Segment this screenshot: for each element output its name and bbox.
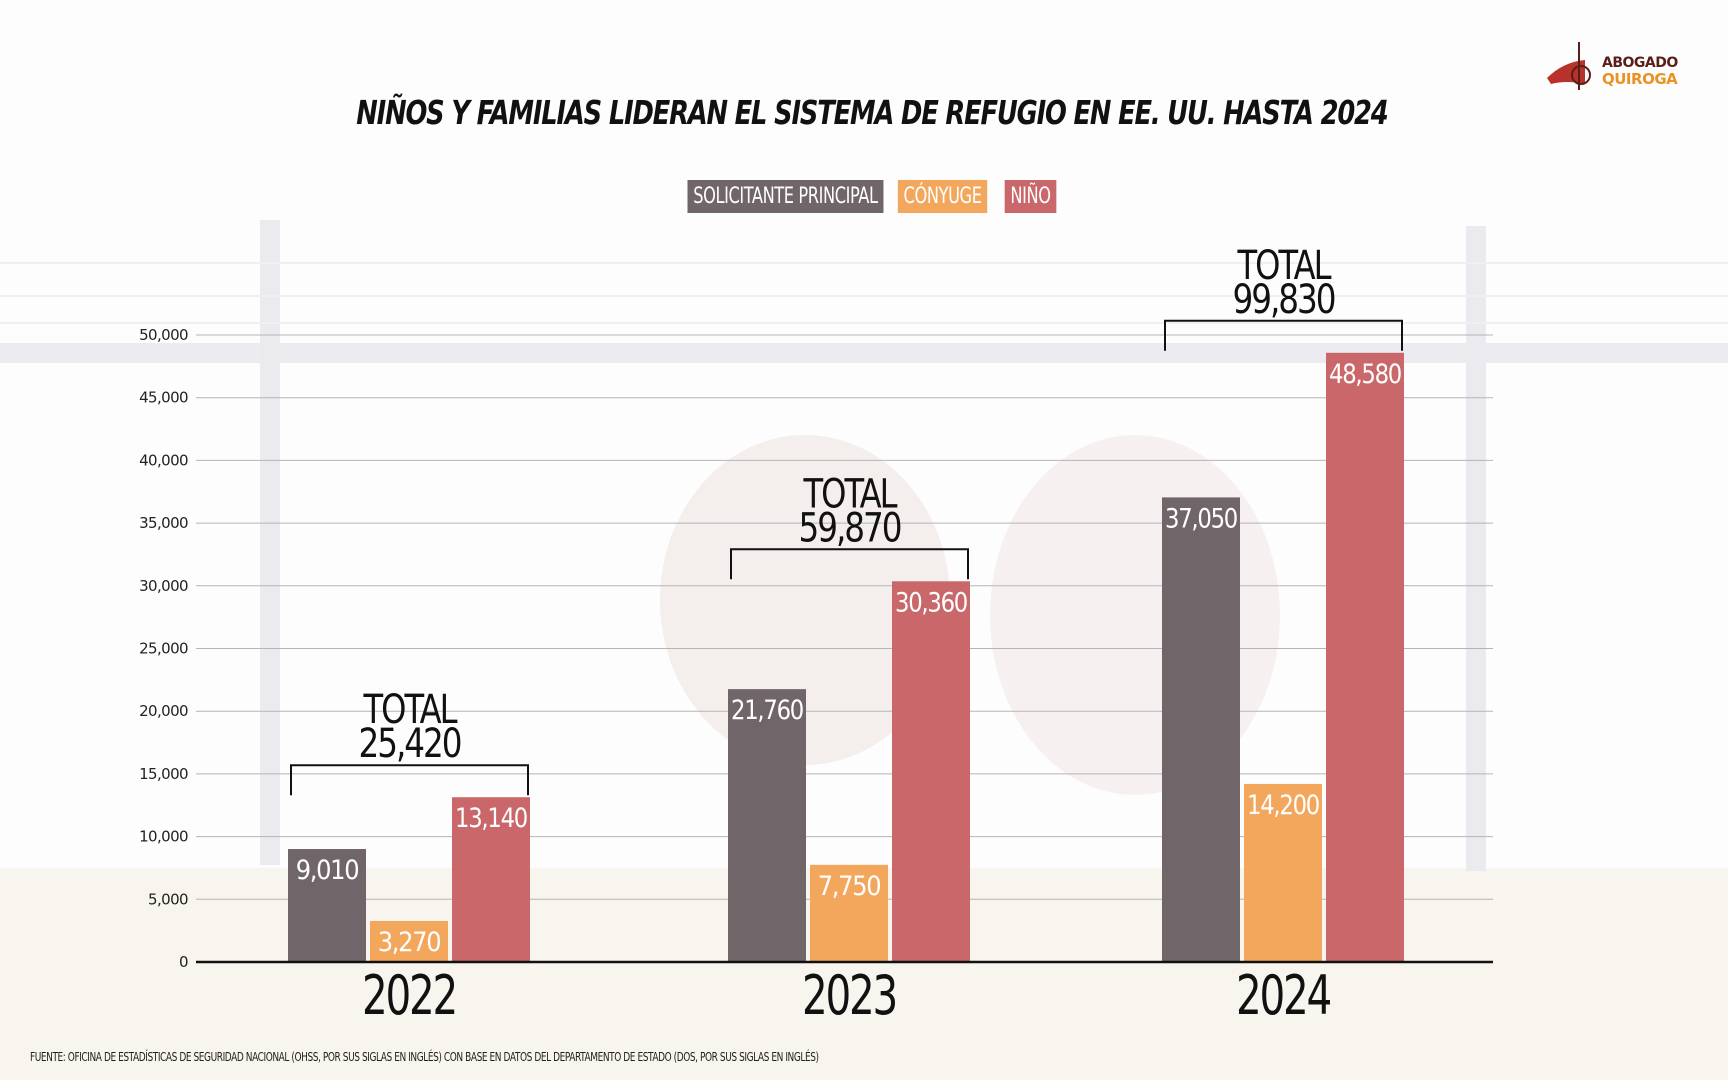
bar-data-label: 30,360 xyxy=(895,587,967,618)
y-tick-label: 5,000 xyxy=(148,890,188,908)
bar-data-label: 3,270 xyxy=(378,927,441,958)
background-barbed-wire xyxy=(0,262,1728,264)
bar-nino-2024 xyxy=(1326,352,1404,963)
bar-conyuge-2022 xyxy=(370,920,448,962)
total-bracket xyxy=(730,548,969,580)
bar-solicitante-2023 xyxy=(728,689,806,962)
total-label: TOTAL xyxy=(803,471,898,517)
bar-data-label: 13,140 xyxy=(455,803,527,834)
total-label: TOTAL xyxy=(363,687,458,733)
background-fence-post-left xyxy=(260,220,280,865)
bar-solicitante-2024 xyxy=(1162,497,1240,962)
y-tick-label: 45,000 xyxy=(139,389,188,407)
y-tick-label: 35,000 xyxy=(139,514,188,532)
legend-item-solicitante: SOLICITANTE PRINCIPAL xyxy=(687,180,883,213)
bar-data-label: 9,010 xyxy=(296,855,359,886)
x-category-label: 2024 xyxy=(1236,964,1330,1027)
bar-nino-2022 xyxy=(452,797,530,962)
x-axis-labels: 2022 2023 2024 xyxy=(362,964,1333,1027)
chart-title: NIÑOS Y FAMILIAS LIDERAN EL SISTEMA DE R… xyxy=(356,93,1388,132)
brand-logo: ABOGADO QUIROGA xyxy=(1545,40,1705,100)
logo-mark-icon xyxy=(1547,42,1591,90)
y-tick-label: 15,000 xyxy=(139,765,188,783)
y-tick-label: 30,000 xyxy=(139,577,188,595)
bar-solicitante-2022 xyxy=(288,849,366,962)
bar-nino-2023 xyxy=(892,581,970,962)
legend-item-nino: NIÑO xyxy=(1005,180,1057,213)
x-category-label: 2022 xyxy=(362,964,456,1027)
total-bracket xyxy=(1164,319,1403,351)
chart-legend: SOLICITANTE PRINCIPAL CÓNYUGE NIÑO xyxy=(0,180,1728,213)
y-tick-label: 10,000 xyxy=(139,828,188,846)
bar-data-label: 14,200 xyxy=(1247,790,1319,821)
y-tick-label: 40,000 xyxy=(139,451,188,469)
total-value: 99,830 xyxy=(1233,277,1335,323)
bar-conyuge-2023 xyxy=(810,864,888,962)
y-axis-ticks: 0 5,000 10,000 15,000 20,000 25,000 30,000 35,0… xyxy=(139,326,189,971)
total-label: TOTAL xyxy=(1237,243,1332,289)
y-tick-label: 0 xyxy=(179,953,188,971)
logo-text-line1: ABOGADO xyxy=(1602,55,1678,71)
bar-conyuge-2024 xyxy=(1244,783,1322,962)
logo-text-line2: QUIROGA xyxy=(1602,70,1678,88)
bar-data-label: 37,050 xyxy=(1165,503,1237,534)
source-note: FUENTE: OFICINA DE ESTADÍSTICAS DE SEGUR… xyxy=(30,1049,819,1064)
y-tick-label: 25,000 xyxy=(139,640,188,658)
total-value: 25,420 xyxy=(359,721,461,767)
background-barbed-wire xyxy=(0,295,1728,297)
background-fence-post-right xyxy=(1466,226,1486,871)
bar-data-label: 7,750 xyxy=(818,871,881,902)
legend-item-conyuge: CÓNYUGE xyxy=(898,180,988,213)
bar-data-label: 21,760 xyxy=(731,695,803,726)
background-barbed-wire xyxy=(0,322,1728,324)
bars: 9,010 21,760 37,050 3,270 7,750 14,200 13,140 3… xyxy=(288,352,1404,963)
total-bracket xyxy=(290,764,529,796)
background-fence-rail xyxy=(0,343,1728,363)
x-category-label: 2023 xyxy=(802,964,896,1027)
total-value: 59,870 xyxy=(799,505,901,551)
bar-data-label: 48,580 xyxy=(1329,359,1401,390)
y-tick-label: 50,000 xyxy=(139,326,188,344)
y-tick-label: 20,000 xyxy=(139,702,188,720)
